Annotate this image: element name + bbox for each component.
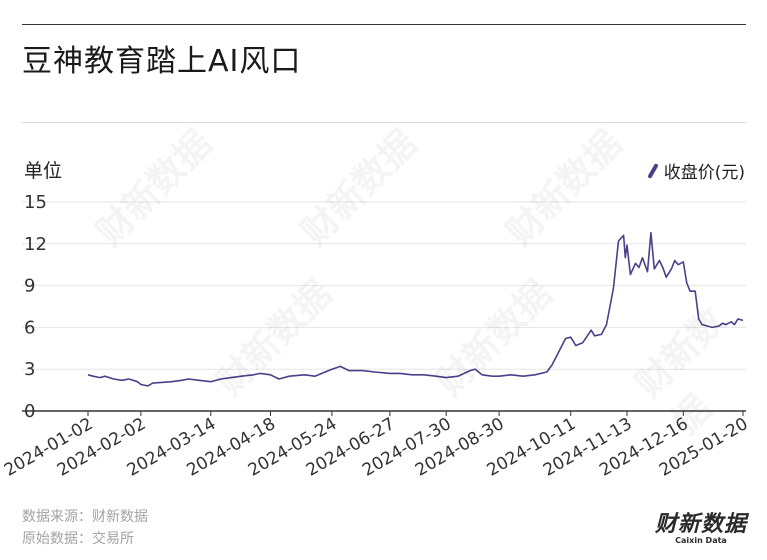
caixin-data-logo: 财新数据 Caixin Data [655,514,747,546]
logo-subtext: Caixin Data [675,536,727,545]
y-tick-label: 15 [24,192,47,213]
y-tick-label: 6 [24,317,35,338]
logo-text: 财新数据 [654,512,747,537]
legend: 收盘价(元) [647,158,745,183]
title-divider [22,122,746,123]
y-tick-label: 9 [24,276,35,297]
raw-data-source: 原始数据：交易所 [22,531,134,547]
y-tick-label: 3 [24,359,35,380]
series-line [87,231,744,387]
page-title: 豆神教育踏上AI风口 [22,44,302,79]
legend-label: 收盘价(元) [663,163,745,183]
y-axis-label: 单位 [24,160,63,182]
data-source: 数据来源：财新数据 [22,509,148,525]
top-rule [22,24,746,25]
y-tick-label: 12 [24,234,47,255]
